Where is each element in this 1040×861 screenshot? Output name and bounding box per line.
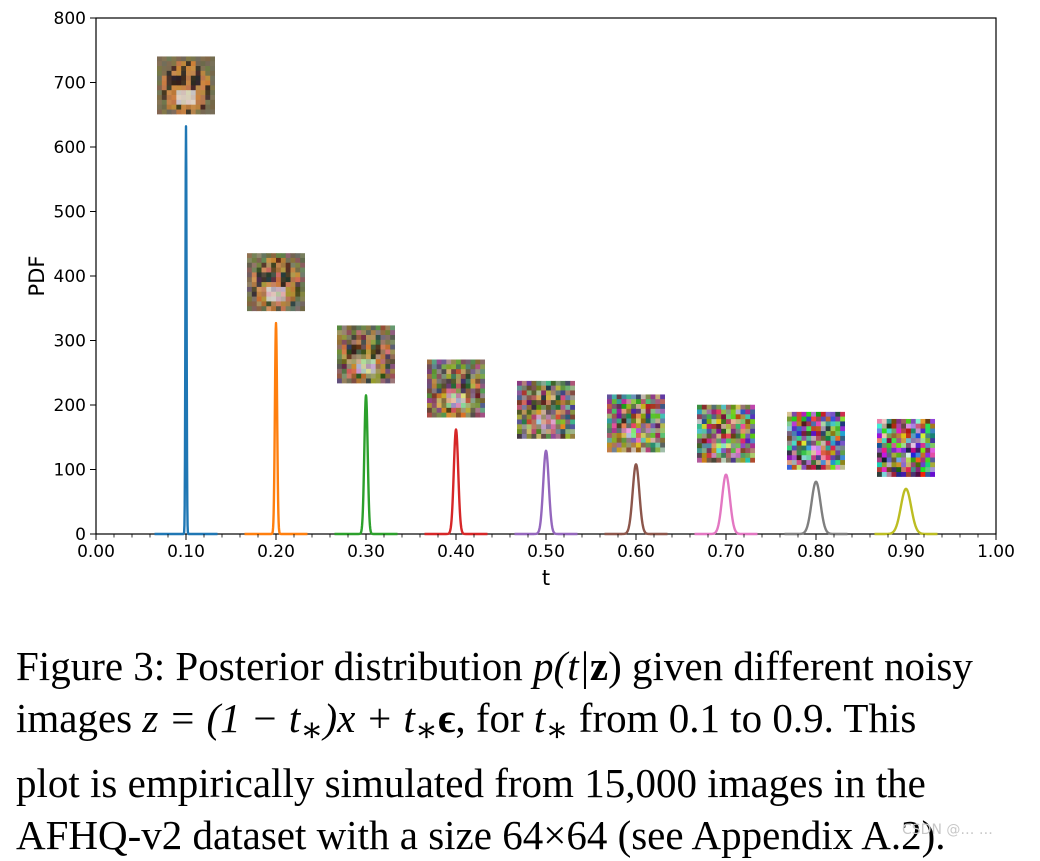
x-tick-label: 0.00 — [77, 542, 115, 562]
caption-text: , for — [455, 695, 534, 741]
caption-text: from 0.1 to 0.9. This — [568, 695, 917, 741]
y-tick-label: 400 — [54, 267, 86, 287]
caption-subscript: ∗ — [414, 712, 439, 750]
y-tick-label: 0 — [75, 525, 86, 545]
caption-text: Figure 3: Posterior distribution — [16, 643, 534, 689]
x-tick-label: 0.70 — [707, 542, 745, 562]
tiger-image-4 — [427, 359, 485, 418]
x-tick-label: 0.20 — [257, 542, 295, 562]
tiger-image-5 — [517, 380, 575, 439]
figure-caption: Figure 3: Posterior distribution p(t|z) … — [16, 640, 1028, 861]
caption-line-4: AFHQ-v2 dataset with a size 64×64 (see A… — [16, 812, 946, 859]
pdf-curve-6 — [603, 463, 669, 536]
caption-text: given different noisy — [621, 643, 973, 689]
x-tick-label: 0.90 — [887, 542, 925, 562]
caption-math-bold: ϵ — [438, 695, 456, 741]
pdf-curve-9 — [873, 487, 939, 536]
x-axis-label: t — [542, 566, 550, 590]
caption-subscript: ∗ — [545, 712, 569, 750]
x-tick-label: 0.60 — [617, 542, 655, 562]
y-tick-label: 200 — [54, 396, 86, 416]
y-tick-label: 500 — [54, 203, 86, 223]
tiger-image-7 — [697, 404, 755, 463]
x-tick-label: 0.50 — [527, 542, 565, 562]
tiger-image-9 — [877, 418, 935, 477]
tiger-image-3 — [337, 325, 395, 384]
caption-line-3: plot is empirically simulated from 15,00… — [16, 760, 926, 807]
y-axis-label: PDF — [25, 256, 49, 297]
y-axis-ticks: 0 100 200 300 400 500 600 700 800 — [54, 9, 96, 545]
x-tick-label: 0.40 — [437, 542, 475, 562]
pdf-curves — [153, 125, 939, 536]
x-tick-label: 1.00 — [977, 542, 1015, 562]
y-tick-label: 800 — [54, 9, 86, 29]
caption-math: z = (1 − t — [142, 695, 301, 741]
noisy-image-insets — [157, 56, 935, 477]
y-tick-label: 100 — [54, 461, 86, 481]
x-tick-label: 0.30 — [347, 542, 385, 562]
pdf-curve-4 — [423, 428, 489, 536]
y-tick-label: 700 — [54, 74, 86, 94]
pdf-curve-1 — [153, 125, 219, 536]
caption-text: images — [16, 695, 143, 741]
pdf-curve-7 — [693, 473, 759, 536]
caption-math: ) — [608, 643, 622, 689]
pdf-curve-8 — [783, 480, 849, 536]
chart-area: 0.00 0.10 0.20 0.30 0.40 0.50 0.60 0.70 0.80 0.90… — [25, 9, 1015, 590]
pdf-curve-3 — [333, 394, 399, 536]
y-tick-label: 600 — [54, 138, 86, 158]
caption-line-1: Figure 3: Posterior distribution p(t|z) … — [16, 640, 1028, 692]
x-axis-ticks: 0.00 0.10 0.20 0.30 0.40 0.50 0.60 0.70 0.80 0.90… — [77, 534, 1015, 562]
pdf-curve-5 — [513, 449, 579, 536]
caption-subscript: ∗ — [300, 712, 324, 750]
pdf-curve-2 — [243, 321, 309, 536]
caption-math: p(t| — [533, 643, 590, 689]
caption-math: )x + t — [323, 695, 415, 741]
watermark: CSDN @… … — [902, 822, 993, 838]
y-tick-label: 300 — [54, 332, 86, 352]
tiger-image-6 — [607, 394, 665, 453]
x-tick-label: 0.80 — [797, 542, 835, 562]
tiger-image-8 — [787, 411, 845, 470]
caption-line-2: images z = (1 − t∗)x + t∗ϵ, for t∗ from … — [16, 692, 1028, 757]
tiger-image-1 — [157, 56, 215, 115]
x-tick-label: 0.10 — [167, 542, 205, 562]
caption-math-bold: z — [589, 643, 609, 689]
caption-math: t — [533, 695, 546, 741]
tiger-image-2 — [247, 253, 305, 312]
